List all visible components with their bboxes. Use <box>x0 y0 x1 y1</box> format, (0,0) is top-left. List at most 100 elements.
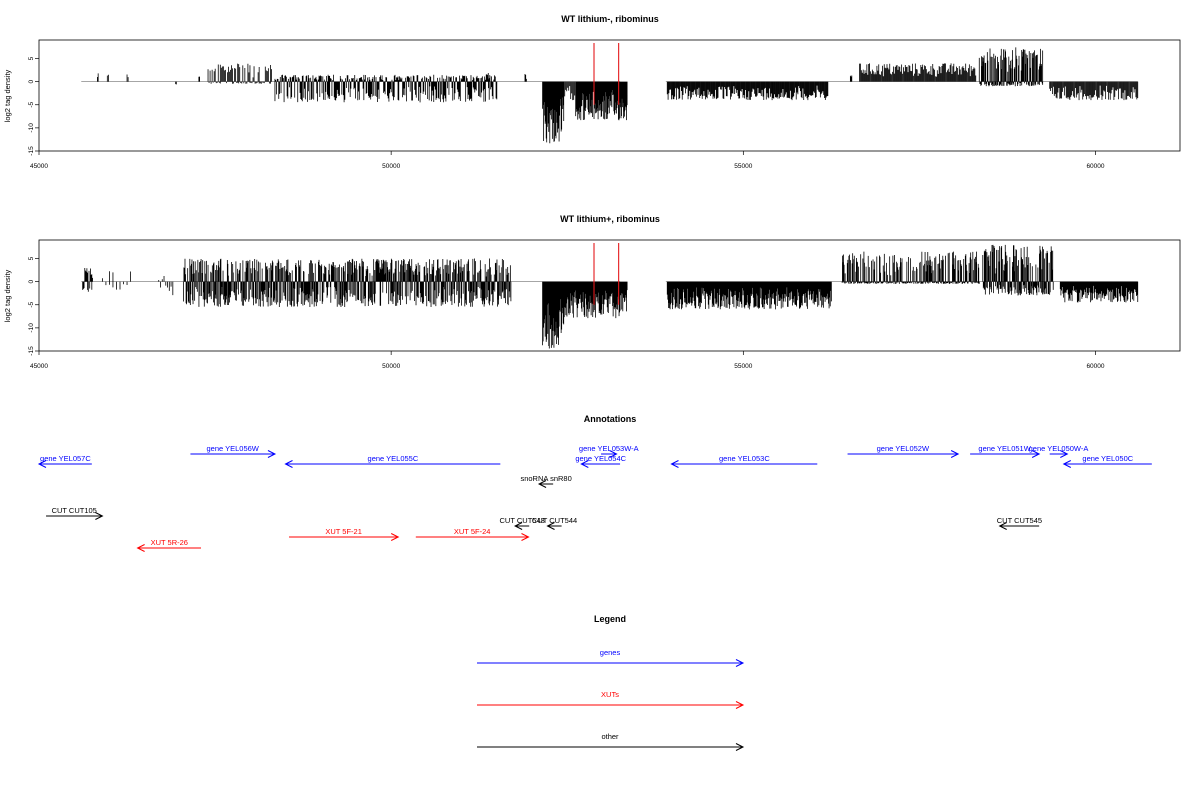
feature-arrow-head <box>514 522 523 530</box>
y-axis-label: log2 tag density <box>3 69 12 122</box>
y-tick-label: -15 <box>28 346 35 356</box>
legend-title: Legend <box>594 614 626 624</box>
annotation-feature[interactable]: gene YEL051W <box>970 444 1041 458</box>
feature-label: gene YEL051W <box>978 444 1031 453</box>
y-axis: -15 -10 -5 0 5 <box>28 256 39 356</box>
feature-arrow-head <box>136 544 145 552</box>
feature-label: XUT 5R-26 <box>151 538 188 547</box>
feature-label: gene YEL050W-A <box>1029 444 1089 453</box>
feature-label: XUT 5F-24 <box>454 527 491 536</box>
feature-arrow-head <box>609 450 618 458</box>
feature-label: gene YEL055C <box>368 454 419 463</box>
annotation-feature[interactable]: gene YEL050C <box>1062 454 1152 468</box>
x-tick-label: 45000 <box>30 163 48 170</box>
annotation-feature[interactable]: gene YEL053C <box>670 454 818 468</box>
legend-item: other <box>477 732 745 751</box>
feature-arrow-head <box>950 450 960 458</box>
x-tick-label: 55000 <box>734 363 752 370</box>
annotation-feature[interactable]: XUT 5F-21 <box>289 527 400 541</box>
coverage-bars <box>82 244 1139 349</box>
feature-label: gene YEL057C <box>40 454 91 463</box>
annotation-feature[interactable]: gene YEL057C <box>37 454 92 468</box>
coverage-bar-series <box>82 244 1139 349</box>
legend-label: XUTs <box>601 690 619 699</box>
coverage-bar-series <box>97 47 1139 144</box>
annotation-feature[interactable]: CUT CUT545 <box>997 516 1042 530</box>
feature-arrow-head <box>546 522 555 530</box>
y-tick-label: -15 <box>28 146 35 156</box>
feature-arrow-head <box>670 460 679 468</box>
legend-arrow-head <box>735 659 745 667</box>
legend-panel: Legend genes XUTs other <box>477 614 745 751</box>
legend-arrow-head <box>735 701 745 709</box>
panel-title: WT lithium+, ribominus <box>560 214 660 224</box>
feature-label: CUT CUT545 <box>997 516 1042 525</box>
legend-label: genes <box>600 648 621 657</box>
feature-arrow-head <box>267 450 277 458</box>
feature-arrow-head <box>580 460 589 468</box>
y-tick-label: 0 <box>28 279 35 283</box>
panel-title: WT lithium-, ribominus <box>561 14 659 24</box>
y-tick-label: -10 <box>28 323 35 333</box>
feature-label: gene YEL056W <box>206 444 259 453</box>
annotation-feature[interactable]: CUT CUT105 <box>46 506 104 520</box>
position-markers <box>593 243 620 305</box>
feature-arrow-head <box>1031 450 1041 458</box>
annotation-feature[interactable]: CUT CUT544 <box>532 516 577 530</box>
feature-label: gene YEL050C <box>1082 454 1133 463</box>
plot-frame <box>38 39 1181 152</box>
feature-arrow-head <box>95 512 104 520</box>
annotation-feature[interactable]: gene YEL055C <box>284 454 501 468</box>
feature-label: gene YEL054C <box>575 454 626 463</box>
feature-label: CUT CUT544 <box>532 516 577 525</box>
annotations-title: Annotations <box>584 414 637 424</box>
y-tick-label: 5 <box>28 256 35 260</box>
coverage-bars <box>97 47 1139 144</box>
feature-arrow-head <box>37 460 47 468</box>
y-tick-label: -10 <box>28 123 35 133</box>
feature-arrow-head <box>521 533 530 541</box>
feature-label: XUT 5F-21 <box>325 527 362 536</box>
annotation-feature[interactable]: XUT 5F-24 <box>415 527 530 541</box>
y-axis-label: log2 tag density <box>3 269 12 322</box>
x-tick-label: 55000 <box>734 163 752 170</box>
annotation-feature[interactable]: gene YEL052W <box>847 444 960 458</box>
feature-arrow-head <box>390 533 400 541</box>
feature-label: snoRNA snR80 <box>520 474 571 483</box>
x-tick-label: 60000 <box>1086 163 1104 170</box>
feature-label: gene YEL053W-A <box>579 444 639 453</box>
coverage-panel-lithium-plus: WT lithium+, ribominus log2 tag density … <box>3 214 1181 370</box>
feature-arrow-head <box>1062 460 1072 468</box>
y-tick-label: -5 <box>28 101 35 107</box>
x-tick-label: 50000 <box>382 163 400 170</box>
annotation-feature[interactable]: gene YEL056W <box>190 444 277 458</box>
feature-arrow-head <box>537 480 547 488</box>
x-tick-label: 50000 <box>382 363 400 370</box>
feature-label: gene YEL053C <box>719 454 770 463</box>
x-axis: 45000 50000 55000 60000 <box>30 151 1105 170</box>
y-axis: -15 -10 -5 0 5 <box>28 56 39 156</box>
x-tick-label: 60000 <box>1086 363 1104 370</box>
legend-items: genes XUTs other <box>477 648 745 751</box>
plot-frame <box>38 239 1181 352</box>
feature-label: CUT CUT543 <box>500 516 545 525</box>
legend-arrow-head <box>735 743 745 751</box>
annotation-feature[interactable]: XUT 5R-26 <box>136 538 201 552</box>
feature-arrow-head <box>998 522 1007 530</box>
legend-item: XUTs <box>477 690 745 709</box>
annotation-feature[interactable]: CUT CUT543 <box>500 516 545 530</box>
x-tick-label: 45000 <box>30 363 48 370</box>
feature-label: CUT CUT105 <box>52 506 97 515</box>
annotation-feature[interactable]: gene YEL054C <box>575 454 627 468</box>
annotation-feature[interactable]: snoRNA snR80 <box>520 474 572 488</box>
y-tick-label: 0 <box>28 79 35 83</box>
coverage-panel-lithium-minus: WT lithium-, ribominus log2 tag density … <box>3 14 1181 170</box>
feature-arrow-head <box>284 460 293 468</box>
annotation-features: gene YEL057C gene YEL056W gene YEL055C gene… <box>37 444 1152 552</box>
annotation-feature[interactable]: gene YEL053W-A <box>579 444 639 458</box>
annotation-feature[interactable]: gene YEL050W-A <box>1029 444 1089 458</box>
legend-item: genes <box>477 648 745 667</box>
feature-arrow-head <box>1060 450 1069 458</box>
